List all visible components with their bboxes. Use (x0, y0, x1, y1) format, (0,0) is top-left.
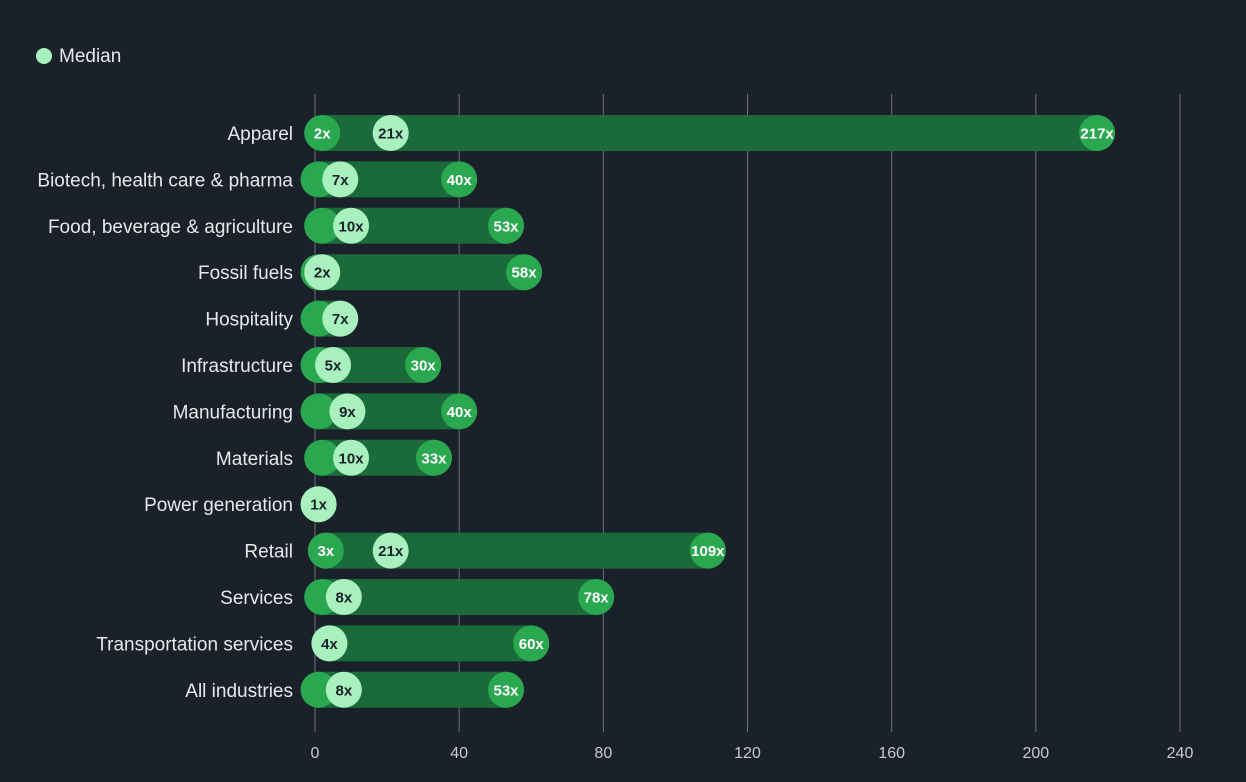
category-label: Food, beverage & agriculture (48, 217, 293, 238)
category-label: Biotech, health care & pharma (37, 170, 293, 191)
median-dot (315, 347, 352, 383)
range-bar (311, 625, 550, 662)
range-bar (300, 254, 543, 291)
max-label: 78x (584, 590, 610, 607)
median-dot (322, 300, 359, 337)
range-bar (304, 579, 615, 615)
max-dot (441, 161, 478, 198)
max-dot (415, 439, 452, 476)
max-label: 217x (1080, 126, 1114, 143)
category-row: Biotech, health care & pharma 40x 7x (37, 161, 478, 198)
median-label: 7x (332, 172, 349, 189)
max-label: 53x (494, 218, 520, 235)
x-tick-label: 240 (1167, 745, 1194, 762)
median-label: 2x (314, 265, 331, 282)
median-label: 8x (335, 682, 352, 699)
median-dot (300, 486, 337, 523)
min-label: 2x (314, 126, 331, 143)
category-row: All industries 53x 8x (185, 671, 525, 708)
category-label: Apparel (228, 124, 294, 145)
gridlines (314, 94, 1181, 732)
category-row: Retail 3x 109x 21x (244, 532, 726, 569)
median-dot (333, 439, 370, 476)
max-dot (506, 254, 543, 291)
max-label: 33x (421, 450, 447, 467)
max-label: 58x (512, 265, 538, 282)
category-row: Power generation 1x (144, 486, 337, 523)
min-dot (307, 532, 344, 569)
min-dot (304, 115, 341, 151)
category-label: Manufacturing (173, 402, 293, 423)
x-tick-label: 200 (1022, 745, 1049, 762)
category-label: Services (220, 588, 293, 609)
max-label: 109x (691, 543, 725, 560)
category-label: Retail (244, 542, 293, 563)
max-label: 40x (447, 172, 473, 189)
median-label: 10x (339, 218, 365, 235)
max-label: 53x (494, 682, 520, 699)
category-label: Transportation services (96, 634, 293, 655)
max-label: 40x (447, 404, 473, 421)
median-dot (311, 625, 348, 662)
category-label: Fossil fuels (198, 263, 293, 284)
category-row: Apparel 2x 217x 21x (228, 115, 1116, 151)
category-row: Food, beverage & agriculture 53x 10x (48, 207, 525, 244)
min-dot (300, 671, 337, 708)
median-label: 1x (310, 497, 327, 514)
x-tick-label: 0 (311, 745, 320, 762)
median-dot (304, 254, 341, 291)
category-row: Manufacturing 40x 9x (173, 393, 478, 430)
max-dot (488, 207, 525, 244)
max-label: 60x (519, 636, 545, 653)
median-label: 10x (339, 450, 365, 467)
median-label: 21x (378, 126, 404, 143)
category-label: Power generation (144, 495, 293, 516)
median-dot (372, 532, 409, 569)
max-label: 30x (411, 358, 437, 375)
median-dot (333, 207, 370, 244)
median-label: 21x (378, 543, 404, 560)
x-tick-label: 80 (594, 745, 612, 762)
min-dot (304, 207, 341, 244)
range-bar (304, 115, 1116, 151)
max-dot (441, 393, 478, 430)
median-dot (325, 671, 362, 708)
median-dot (372, 115, 409, 151)
category-row: Transportation services 60x 4x (96, 625, 550, 662)
x-tick-label: 40 (450, 745, 468, 762)
category-row: Hospitality 7x (205, 300, 359, 337)
category-row: Fossil fuels 58x 2x (198, 254, 543, 291)
min-dot (300, 393, 337, 430)
median-label: 8x (335, 590, 352, 607)
max-dot (405, 347, 442, 383)
min-dot (304, 439, 341, 476)
x-tick-label: 160 (878, 745, 905, 762)
category-row: Materials 33x 10x (216, 439, 452, 476)
median-label: 9x (339, 404, 356, 421)
median-dot (325, 579, 362, 615)
category-label: Hospitality (205, 310, 293, 331)
category-label: Materials (216, 449, 293, 470)
category-row: Services 78x 8x (220, 579, 615, 615)
range-bar (307, 532, 726, 569)
max-dot (689, 532, 726, 569)
median-dot (329, 393, 366, 430)
median-dot (322, 161, 359, 198)
median-label: 7x (332, 311, 349, 328)
legend-median-swatch (36, 48, 52, 64)
legend-median-label: Median (59, 46, 121, 67)
max-dot (1079, 115, 1116, 151)
min-label: 3x (317, 543, 334, 560)
x-tick-label: 120 (734, 745, 761, 762)
category-row: Infrastructure 30x 5x (181, 347, 442, 383)
max-dot (488, 671, 525, 708)
median-label: 4x (321, 636, 338, 653)
max-dot (578, 579, 615, 615)
category-label: All industries (185, 681, 293, 702)
max-dot (513, 625, 550, 662)
category-label: Infrastructure (181, 356, 293, 377)
median-label: 5x (325, 358, 342, 375)
